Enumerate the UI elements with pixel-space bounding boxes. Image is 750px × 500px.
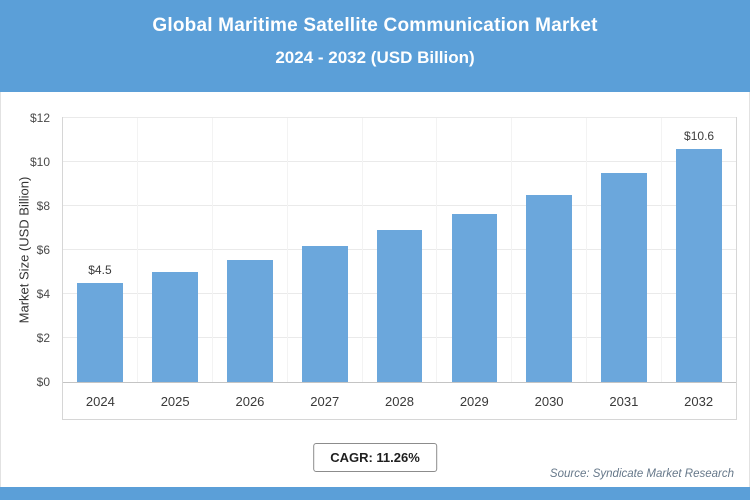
x-tick-label: 2029 [459,393,489,409]
y-tick-label: $8 [36,199,50,213]
bar[interactable] [301,245,348,382]
x-tick-label: 2026 [235,393,265,409]
bar[interactable] [526,195,573,382]
page-title-line1: Global Maritime Satellite Communication … [152,15,598,36]
bar[interactable] [601,173,648,382]
bar-column [211,118,287,382]
y-tick-label: $4 [36,287,50,301]
bar-value-label: $10.6 [684,128,715,143]
chart-frame: $4.5 $10.6 2024 2025 2026 2027 2028 2029 2030 20… [62,117,737,420]
bar-column [286,118,362,382]
source-text: Source: Syndicate Market Research [549,468,734,480]
bar-column: $10.6 [661,118,736,382]
bar[interactable] [77,283,123,382]
cagr-badge: CAGR: 11.26% [313,443,437,472]
footer-band [0,487,750,500]
page-title-line2: 2024 - 2032 (USD Billion) [275,48,475,67]
y-tick-label: $2 [36,331,50,345]
x-tick-label: 2031 [609,393,639,409]
bar[interactable] [451,213,498,382]
x-axis-labels: 2024 2025 2026 2027 2028 2029 2030 2031 2032 [63,383,736,419]
x-tick-label: 2025 [160,393,190,409]
x-tick-label: 2028 [385,393,414,409]
bar-column [511,118,586,382]
bar-column [136,118,212,382]
bar[interactable] [676,148,722,382]
gridline [63,161,736,162]
bar-column [586,118,661,382]
gridline [63,117,736,118]
y-tick-label: $6 [36,243,50,257]
bars-layer: $4.5 $10.6 [63,118,736,382]
y-axis-ticks: $0 $2 $4 $6 $8 $10 $12 [0,111,56,389]
y-tick-label: $12 [29,111,50,125]
bar[interactable] [376,230,423,382]
bar-value-label: $4.5 [88,263,112,277]
gridline [63,205,736,206]
x-tick-label: 2024 [85,393,115,409]
x-tick-label: 2030 [534,393,564,409]
bar[interactable] [151,272,198,382]
plot-area: $4.5 $10.6 [63,117,736,383]
x-tick-label: 2032 [684,393,714,409]
x-tick-label: 2027 [310,393,340,409]
bar-column [361,118,437,382]
header-band: Global Maritime Satellite Communication … [0,0,750,92]
bar[interactable] [226,259,273,382]
bar-column: $4.5 [63,118,137,382]
y-tick-label: $0 [36,375,50,389]
y-tick-label: $10 [29,155,50,169]
bar-column [436,118,511,382]
